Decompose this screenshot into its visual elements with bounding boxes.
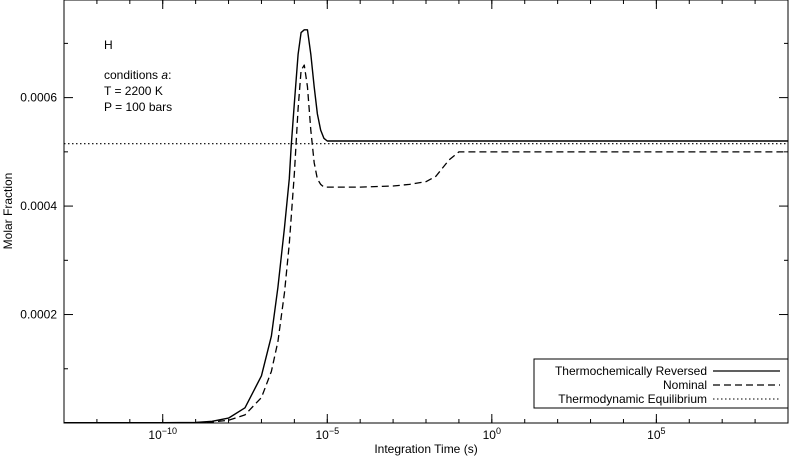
legend-label-equilibrium: Thermodynamic Equilibrium [558,392,707,406]
legend-box [533,358,789,409]
x-tick-label: 10−10 [148,426,177,442]
x-axis-label: Integration Time (s) [374,442,477,456]
species-label: H [104,38,113,52]
series-line-solid [64,29,788,424]
y-tick-label: 0.0002 [20,308,57,322]
conditions-label: conditions a: [104,68,171,82]
annotation: H conditions a: T = 2200 K P = 100 bars [104,38,172,114]
series-layer [64,29,788,424]
y-tick-label: 0.0004 [20,199,57,213]
axis-ticks: 10−10 10−5 100 105 0.0002 0.0004 0.0006 [20,0,789,442]
series-line-dashed [64,64,788,424]
pressure-label: P = 100 bars [104,100,172,114]
legend: Thermochemically Reversed Nominal Thermo… [533,358,789,409]
legend-label-reversed: Thermochemically Reversed [555,364,707,378]
x-tick-label: 100 [483,426,501,442]
y-axis-label: Molar Fraction [1,173,15,250]
y-tick-label: 0.0006 [20,91,57,105]
x-tick-label: 105 [647,426,665,442]
legend-label-nominal: Nominal [663,378,707,392]
temperature-label: T = 2200 K [104,84,163,98]
x-tick-label: 10−5 [315,426,339,442]
